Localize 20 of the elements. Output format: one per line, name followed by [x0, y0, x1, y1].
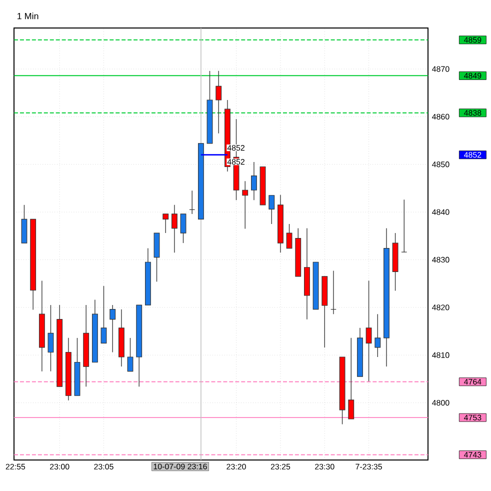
- candlestick: [374, 314, 381, 358]
- candlestick: [401, 199, 408, 252]
- candlestick: [286, 224, 292, 249]
- candlestick: [348, 338, 354, 420]
- candlestick: [21, 204, 28, 244]
- candlestick: [251, 162, 257, 200]
- candlestick: [268, 195, 275, 224]
- candlestick: [110, 304, 116, 353]
- candlestick: [216, 70, 222, 134]
- chart-title: 1 Min: [18, 12, 38, 20]
- candlestick: [242, 180, 248, 230]
- candlestick: [172, 204, 178, 253]
- candlestick: [180, 214, 186, 244]
- candlestick: [189, 190, 196, 214]
- candlestick: [162, 214, 169, 234]
- candlestick: [366, 280, 372, 382]
- candlestick: [48, 304, 54, 372]
- candlestick: [127, 338, 134, 372]
- candlestick: [330, 270, 336, 314]
- candlestick: [100, 286, 107, 344]
